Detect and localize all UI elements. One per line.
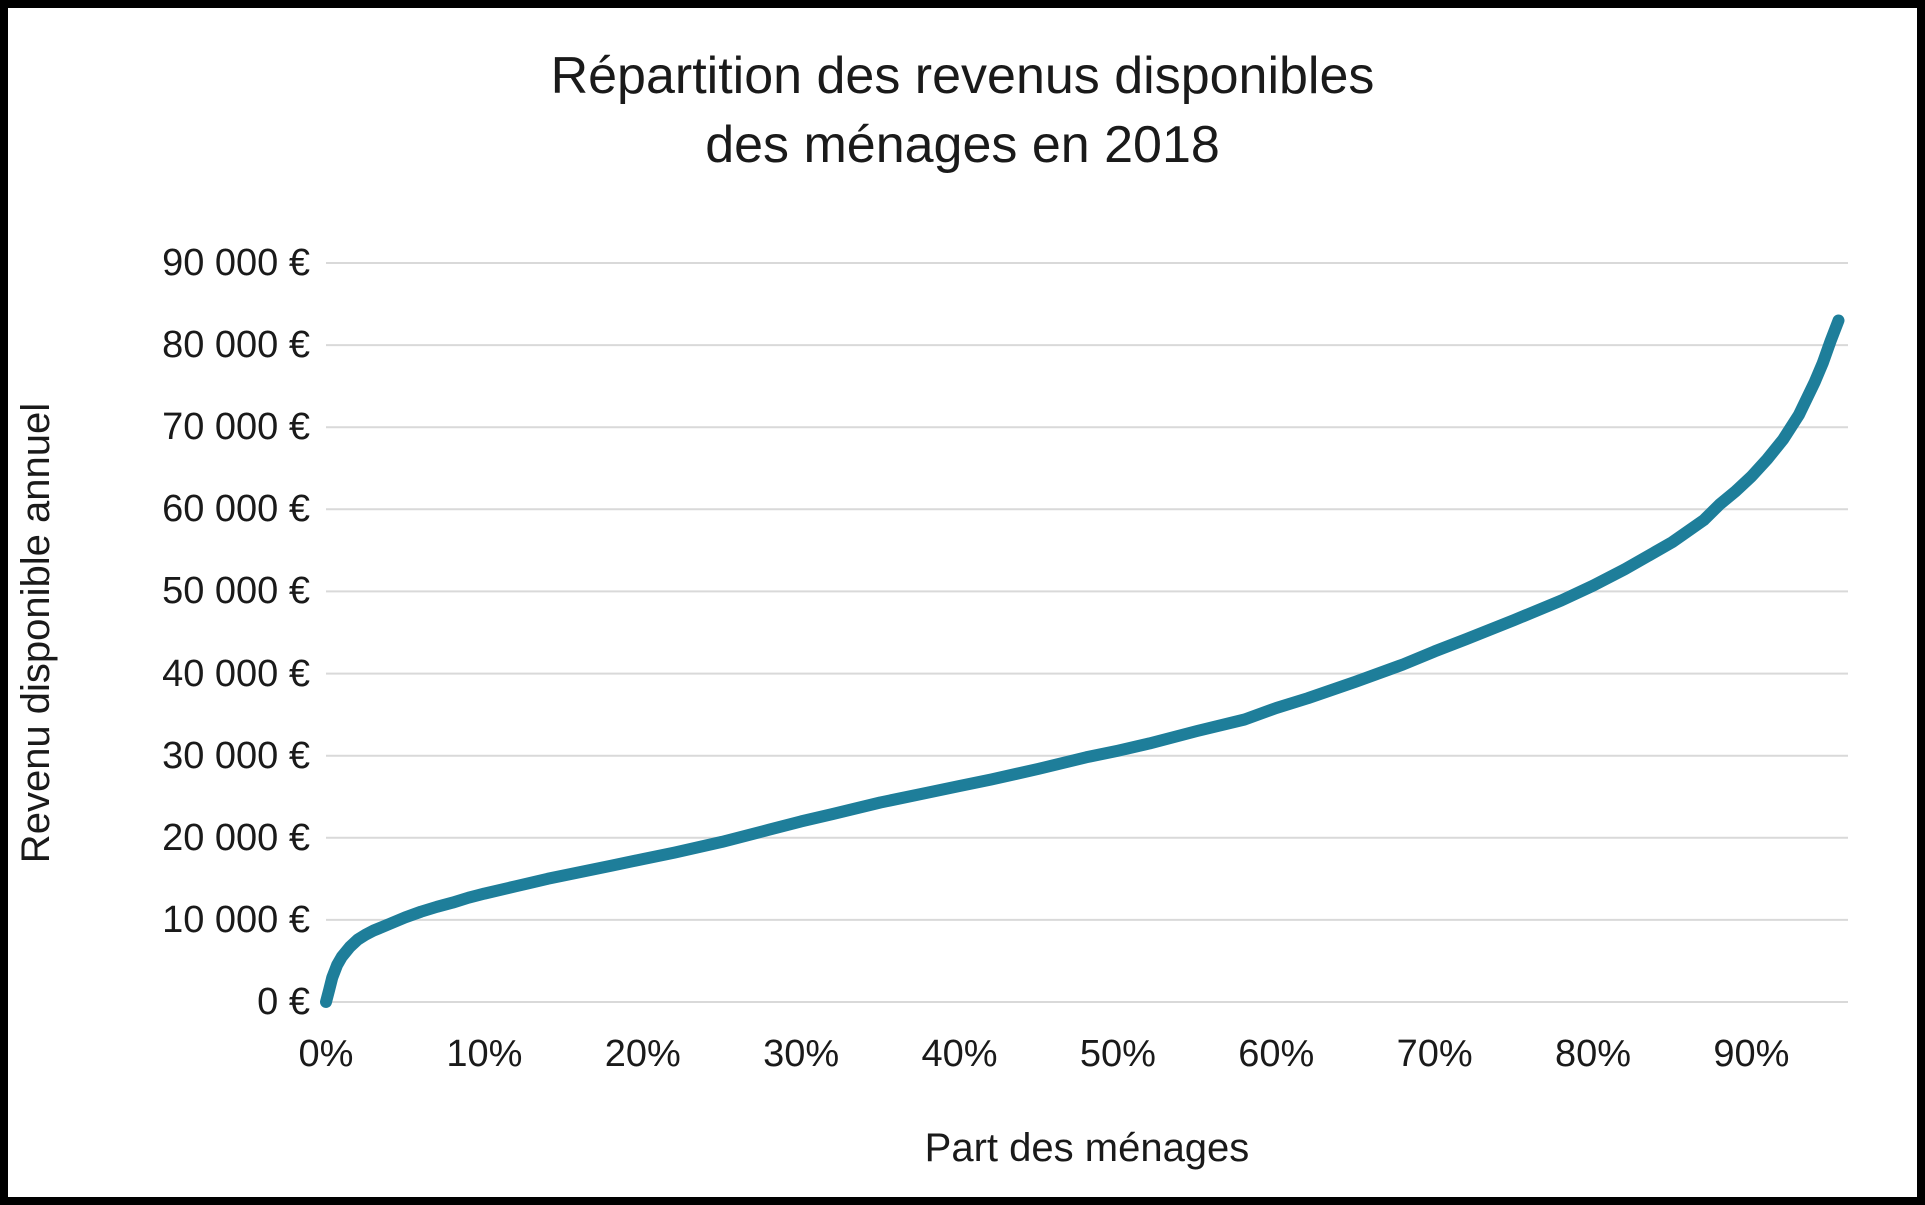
y-tick-label: 80 000 €: [162, 324, 310, 367]
income-distribution-curve: [320, 314, 1845, 1008]
y-tick-label: 10 000 €: [162, 898, 310, 941]
x-tick-label: 10%: [446, 1033, 523, 1075]
y-tick-label: 20 000 €: [162, 816, 310, 859]
chart-title: Répartition des revenus disponibles des …: [8, 42, 1917, 179]
gridlines: [326, 262, 1848, 1003]
y-tick-label: 40 000 €: [162, 652, 310, 695]
y-tick-label: 30 000 €: [162, 734, 310, 777]
x-tick-label: 90%: [1713, 1033, 1790, 1075]
chart-title-line-1: Répartition des revenus disponibles: [550, 47, 1375, 105]
y-tick-label: 50 000 €: [162, 570, 310, 613]
x-tick-label: 60%: [1238, 1033, 1315, 1075]
plot-area: [320, 262, 1848, 1008]
y-tick-label: 90 000 €: [162, 242, 310, 284]
y-tick-label: 0 €: [257, 981, 310, 1023]
x-axis-title: Part des ménages: [924, 1126, 1250, 1170]
y-tick-label: 60 000 €: [162, 488, 310, 531]
x-tick-label: 30%: [763, 1033, 840, 1075]
chart-title-line-2: des ménages en 2018: [705, 115, 1220, 174]
y-axis-title: Revenu disponible annuel: [14, 402, 58, 864]
x-tick-label: 80%: [1554, 1033, 1632, 1075]
x-tick-label: 0%: [298, 1033, 354, 1075]
x-tick-label: 50%: [1079, 1033, 1156, 1075]
x-tick-label: 20%: [604, 1033, 681, 1075]
y-tick-label: 70 000 €: [162, 406, 310, 449]
x-tick-label: 40%: [921, 1033, 998, 1075]
x-tick-label: 70%: [1396, 1033, 1473, 1075]
